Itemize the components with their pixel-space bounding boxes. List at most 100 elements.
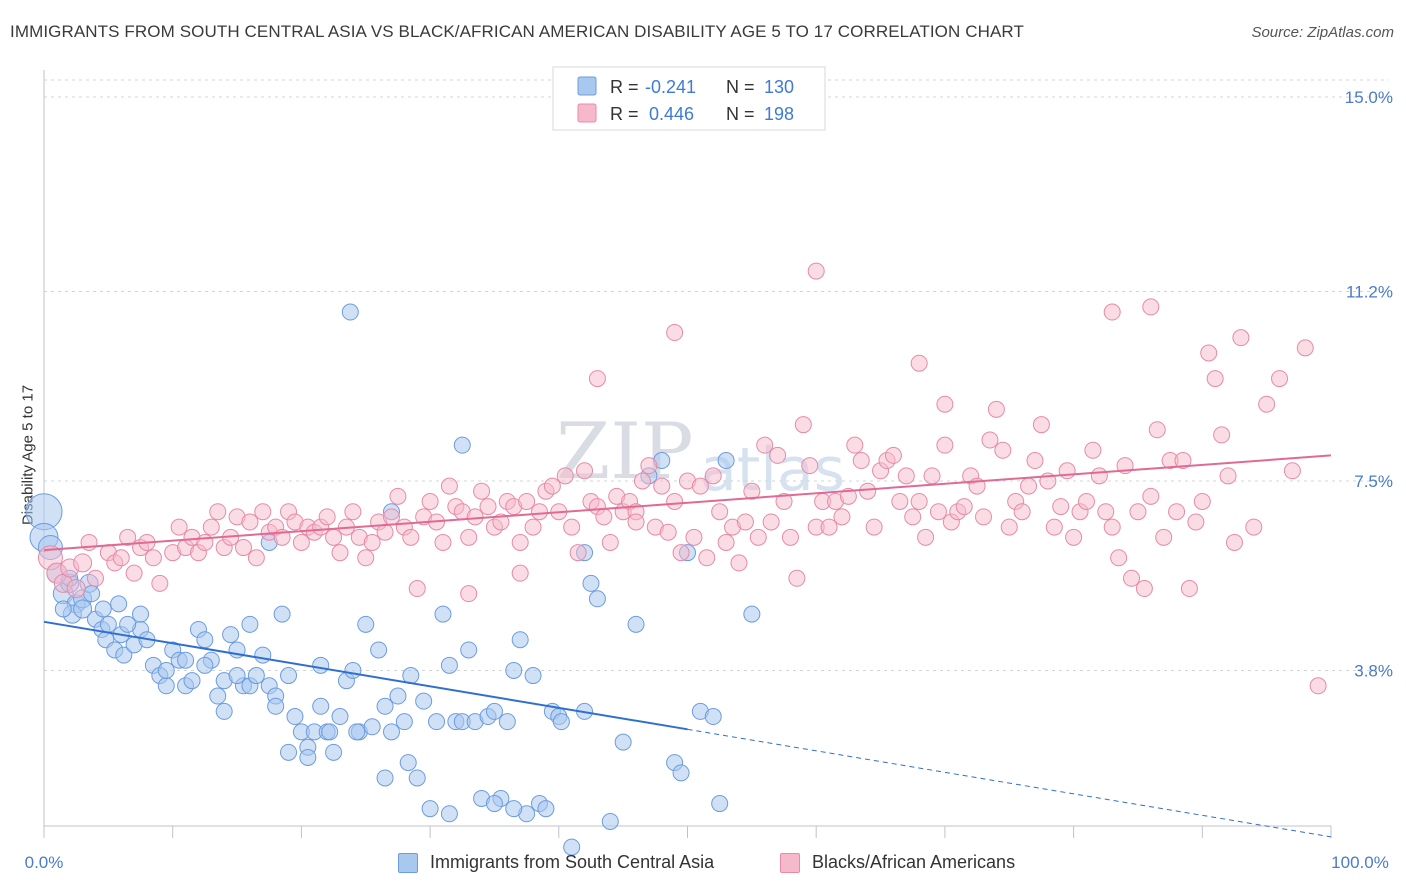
data-point-pink: [543, 477, 561, 495]
data-point-pink: [1084, 441, 1102, 459]
data-point-pink: [884, 446, 902, 464]
data-point-pink: [1271, 370, 1289, 388]
legend-r-label-blue: R =: [610, 77, 639, 97]
data-point-pink: [711, 503, 729, 521]
data-point-pink: [318, 508, 336, 526]
data-point-pink: [640, 457, 658, 475]
data-point-pink: [382, 508, 400, 526]
legend-label-blue: Immigrants from South Central Asia: [430, 852, 715, 872]
data-point-blue: [453, 436, 471, 454]
data-point-pink: [762, 513, 780, 531]
data-point-pink: [421, 492, 439, 510]
data-point-blue: [312, 656, 330, 674]
data-point-pink: [1174, 452, 1192, 470]
data-point-pink: [756, 436, 774, 454]
data-point-pink: [794, 416, 812, 434]
data-point-blue: [743, 605, 761, 623]
data-point-blue: [485, 702, 503, 720]
data-point-pink: [144, 549, 162, 567]
data-point-pink: [1045, 518, 1063, 536]
data-point-pink: [666, 492, 684, 510]
data-point-blue: [54, 600, 72, 618]
data-point-pink: [1206, 370, 1224, 388]
data-point-blue: [395, 713, 413, 731]
data-point-pink: [376, 523, 394, 541]
data-point-pink: [1258, 395, 1276, 413]
data-point-pink: [1283, 462, 1301, 480]
data-point-pink: [112, 549, 130, 567]
data-point-blue: [247, 667, 265, 685]
x-tick-label: 0.0%: [25, 853, 64, 872]
data-point-blue: [505, 800, 523, 818]
data-point-blue: [382, 723, 400, 741]
data-point-pink: [1032, 416, 1050, 434]
data-point-pink: [749, 528, 767, 546]
data-point-blue: [254, 646, 272, 664]
series-blue-points: [25, 303, 761, 856]
legend-item-blue: Immigrants from South Central Asia: [398, 852, 714, 873]
data-point-pink: [987, 400, 1005, 418]
data-point-pink: [511, 533, 529, 551]
data-point-blue: [672, 764, 690, 782]
data-point-pink: [569, 544, 587, 562]
legend-swatch-pink: [577, 103, 597, 123]
legend-n-label-blue: N =: [726, 77, 755, 97]
data-point-pink: [473, 482, 491, 500]
data-point-blue: [460, 641, 478, 659]
y-tick-label: 15.0%: [1345, 88, 1393, 107]
data-point-blue: [321, 723, 339, 741]
y-tick-label: 7.5%: [1354, 472, 1393, 491]
data-point-blue: [505, 661, 523, 679]
data-point-blue: [588, 590, 606, 608]
data-point-pink: [434, 533, 452, 551]
data-point-pink: [1123, 569, 1141, 587]
legend-n-value-blue: 130: [764, 77, 794, 97]
data-point-pink: [66, 579, 86, 599]
data-point-pink: [801, 457, 819, 475]
trend-line-blue: [43, 620, 688, 731]
data-point-pink: [563, 518, 581, 536]
data-point-pink: [1058, 462, 1076, 480]
data-point-blue: [511, 631, 529, 649]
data-point-pink: [1013, 503, 1031, 521]
legend-swatch-blue-bottom: [398, 852, 418, 873]
data-point-pink: [691, 477, 709, 495]
data-point-pink: [331, 544, 349, 562]
data-point-blue: [241, 615, 259, 633]
data-point-blue: [196, 631, 214, 649]
data-point-pink: [202, 518, 220, 536]
data-point-blue: [183, 672, 201, 690]
data-point-pink: [846, 436, 864, 454]
data-point-blue: [115, 646, 133, 664]
data-point-blue: [73, 599, 93, 619]
data-point-pink: [994, 441, 1012, 459]
data-point-pink: [292, 533, 310, 551]
data-point-pink: [1135, 580, 1153, 598]
data-point-pink: [1245, 518, 1263, 536]
data-point-pink: [865, 518, 883, 536]
data-point-blue: [627, 615, 645, 633]
data-point-pink: [466, 508, 484, 526]
data-point-blue: [299, 748, 317, 766]
data-point-pink: [1097, 503, 1115, 521]
data-point-pink: [820, 518, 838, 536]
data-point-pink: [1103, 303, 1121, 321]
data-point-pink: [492, 513, 510, 531]
data-point-blue: [110, 595, 128, 613]
data-point-blue: [280, 743, 298, 761]
data-point-pink: [1142, 487, 1160, 505]
data-point-pink: [1000, 518, 1018, 536]
data-point-pink: [73, 553, 93, 573]
data-point-pink: [241, 513, 259, 531]
legend-n-label-pink: N =: [726, 104, 755, 124]
data-point-blue: [196, 656, 214, 674]
data-point-blue: [563, 838, 581, 856]
data-point-pink: [151, 574, 169, 592]
data-point-pink: [460, 528, 478, 546]
data-point-pink: [859, 482, 877, 500]
data-point-blue: [157, 661, 175, 679]
data-point-blue: [498, 713, 516, 731]
bottom-legend: Immigrants from South Central Asia Black…: [0, 852, 1406, 878]
data-point-blue: [312, 697, 330, 715]
